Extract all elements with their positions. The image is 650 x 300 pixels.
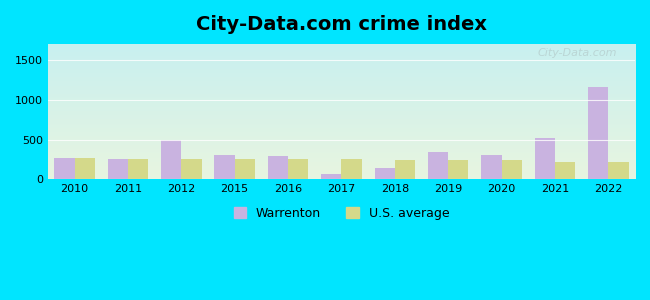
Title: City-Data.com crime index: City-Data.com crime index <box>196 15 487 34</box>
Bar <box>321 174 341 179</box>
Legend: Warrenton, U.S. average: Warrenton, U.S. average <box>229 202 454 225</box>
Bar <box>235 159 255 179</box>
Bar <box>481 155 502 179</box>
Bar <box>214 155 235 179</box>
Bar <box>608 161 629 179</box>
Bar <box>428 152 448 179</box>
Bar <box>128 159 148 179</box>
Bar <box>395 160 415 179</box>
Text: City-Data.com: City-Data.com <box>538 48 617 58</box>
Bar <box>448 160 469 179</box>
Bar <box>374 167 395 179</box>
Bar <box>341 159 361 179</box>
Bar <box>588 87 608 179</box>
Bar <box>268 156 288 179</box>
Bar <box>288 159 308 179</box>
Bar <box>555 162 575 179</box>
Bar <box>502 160 522 179</box>
Bar <box>161 140 181 179</box>
Bar <box>54 158 75 179</box>
Bar <box>181 159 202 179</box>
Bar <box>535 138 555 179</box>
Bar <box>108 159 128 179</box>
Bar <box>75 158 95 179</box>
